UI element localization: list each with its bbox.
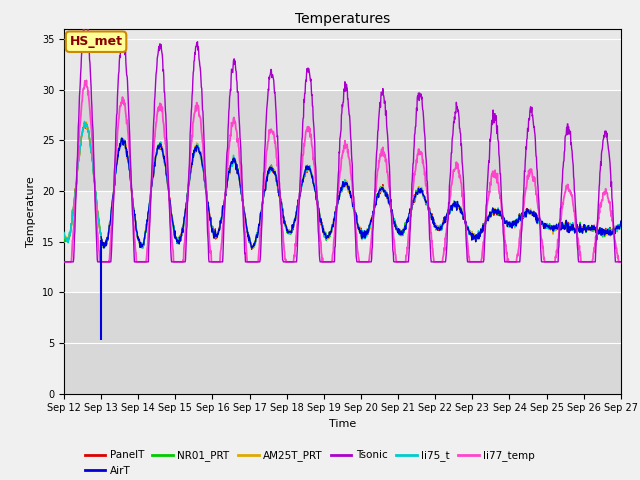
li77_temp xyxy=(246,259,254,265)
AirT xyxy=(170,231,178,237)
AM25T_PRT xyxy=(83,119,90,125)
li75_t xyxy=(429,218,437,224)
PanelT xyxy=(184,186,192,192)
AirT xyxy=(551,226,559,232)
AM25T_PRT xyxy=(250,245,257,251)
Legend: PanelT, AirT, NR01_PRT, AM25T_PRT, Tsonic, li75_t, li77_temp: PanelT, AirT, NR01_PRT, AM25T_PRT, Tsoni… xyxy=(81,446,539,480)
NR01_PRT xyxy=(502,220,510,226)
AirT xyxy=(617,218,625,224)
NR01_PRT xyxy=(172,229,179,235)
Line: AM25T_PRT: AM25T_PRT xyxy=(64,122,621,248)
Tsonic xyxy=(502,259,509,265)
Tsonic xyxy=(551,259,559,265)
Tsonic xyxy=(79,26,87,32)
Bar xyxy=(64,191,621,292)
Tsonic xyxy=(429,259,437,265)
AM25T_PRT xyxy=(502,221,510,227)
Line: li75_t: li75_t xyxy=(64,121,621,248)
Bar xyxy=(64,292,621,394)
PanelT xyxy=(552,223,559,229)
PanelT xyxy=(429,218,437,224)
NR01_PRT xyxy=(185,181,193,187)
Tsonic xyxy=(184,191,192,196)
AirT xyxy=(502,220,509,226)
Tsonic xyxy=(171,259,179,265)
X-axis label: Time: Time xyxy=(329,419,356,429)
NR01_PRT xyxy=(247,240,255,246)
li75_t xyxy=(617,221,625,227)
AM25T_PRT xyxy=(60,230,68,236)
AM25T_PRT xyxy=(184,186,192,192)
li77_temp xyxy=(60,259,68,265)
li75_t xyxy=(81,119,88,124)
Line: AirT: AirT xyxy=(101,138,621,248)
Tsonic xyxy=(60,259,68,265)
AM25T_PRT xyxy=(617,220,625,226)
AM25T_PRT xyxy=(552,224,559,229)
Text: HS_met: HS_met xyxy=(70,35,123,48)
PanelT xyxy=(246,240,254,246)
li77_temp xyxy=(171,259,179,265)
li75_t xyxy=(60,229,68,235)
Line: NR01_PRT: NR01_PRT xyxy=(64,123,621,248)
li75_t xyxy=(552,225,559,230)
li77_temp xyxy=(429,252,437,258)
NR01_PRT xyxy=(429,217,437,223)
li77_temp xyxy=(502,242,509,248)
Title: Temperatures: Temperatures xyxy=(295,12,390,26)
AM25T_PRT xyxy=(429,219,437,225)
AirT xyxy=(429,214,436,220)
li77_temp xyxy=(184,185,192,191)
li77_temp xyxy=(551,259,559,265)
Bar xyxy=(64,29,621,90)
Line: PanelT: PanelT xyxy=(64,123,621,250)
li75_t xyxy=(172,229,179,235)
AM25T_PRT xyxy=(246,242,254,248)
PanelT xyxy=(502,218,510,224)
PanelT xyxy=(248,247,255,252)
li75_t xyxy=(502,220,510,226)
NR01_PRT xyxy=(552,225,559,231)
PanelT xyxy=(171,233,179,239)
Line: li77_temp: li77_temp xyxy=(64,80,621,262)
Tsonic xyxy=(617,259,625,265)
AM25T_PRT xyxy=(171,234,179,240)
PanelT xyxy=(81,120,88,126)
li77_temp xyxy=(617,259,625,265)
li75_t xyxy=(185,181,193,187)
AirT xyxy=(246,238,254,244)
Tsonic xyxy=(246,259,254,265)
NR01_PRT xyxy=(60,233,68,239)
NR01_PRT xyxy=(617,218,625,224)
PanelT xyxy=(60,231,68,237)
li75_t xyxy=(247,240,255,245)
Bar xyxy=(64,90,621,191)
PanelT xyxy=(617,221,625,227)
NR01_PRT xyxy=(139,245,147,251)
li75_t xyxy=(138,245,146,251)
AirT xyxy=(184,188,191,194)
Y-axis label: Temperature: Temperature xyxy=(26,176,36,247)
Line: Tsonic: Tsonic xyxy=(64,29,621,262)
li77_temp xyxy=(83,77,90,83)
NR01_PRT xyxy=(81,120,88,126)
